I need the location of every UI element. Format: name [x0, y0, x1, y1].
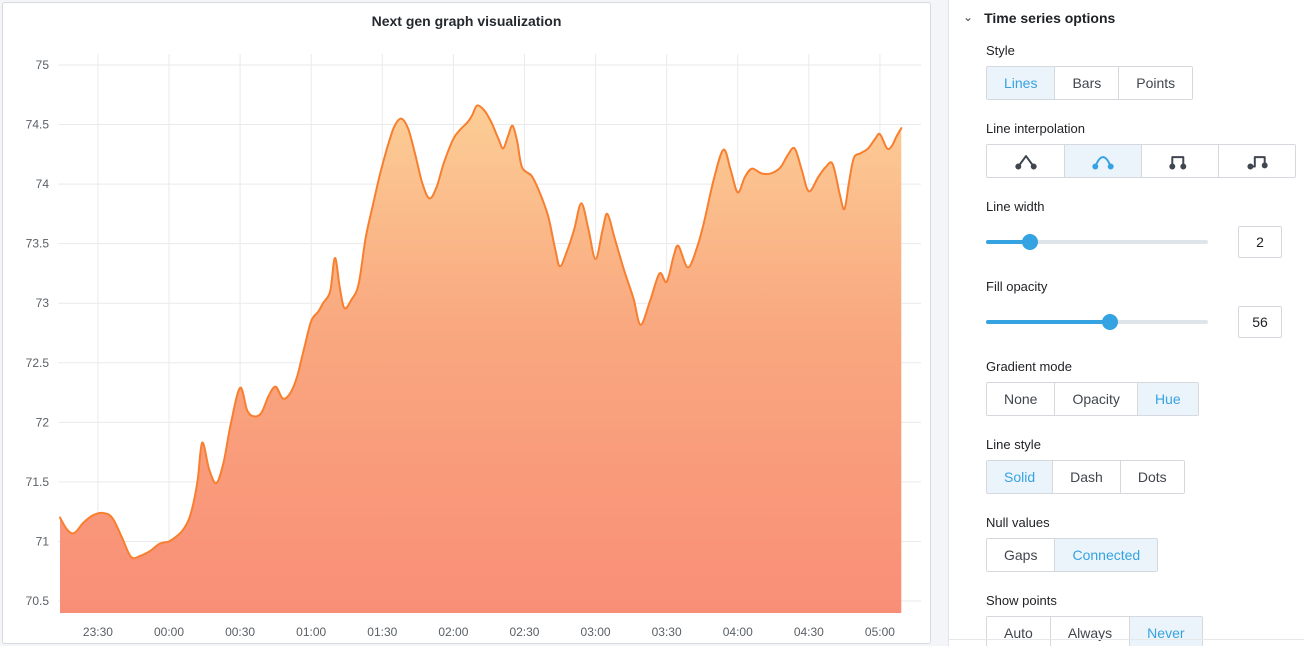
line-interpolation-button-group: [986, 144, 1296, 178]
y-tick-label: 72: [36, 415, 50, 429]
gradient-mode-button-group: None Opacity Hue: [986, 382, 1199, 416]
smooth-interpolation-icon: [1092, 156, 1114, 170]
gradient-mode-option-opacity[interactable]: Opacity: [1054, 383, 1137, 415]
style-section: Style Lines Bars Points: [986, 43, 1304, 100]
x-tick-label: 04:00: [723, 625, 753, 639]
x-tick-label: 03:30: [652, 625, 682, 639]
y-tick-label: 71.5: [26, 475, 50, 489]
fill-opacity-section: Fill opacity: [986, 279, 1304, 338]
line-style-option-dash[interactable]: Dash: [1052, 461, 1120, 493]
x-tick-label: 02:00: [438, 625, 468, 639]
x-tick-label: 03:00: [581, 625, 611, 639]
line-interpolation-label: Line interpolation: [986, 121, 1086, 136]
line-style-button-group: Solid Dash Dots: [986, 460, 1185, 494]
show-points-option-auto[interactable]: Auto: [987, 617, 1050, 646]
y-tick-label: 74: [36, 177, 50, 191]
style-option-points[interactable]: Points: [1118, 67, 1193, 99]
show-points-label: Show points: [986, 593, 1057, 608]
options-section-header[interactable]: ⌄ Time series options: [949, 0, 1304, 26]
series-area-fill: [60, 105, 902, 613]
line-interpolation-option-smooth-interpolation[interactable]: [1064, 145, 1141, 177]
y-tick-label: 71: [36, 534, 50, 548]
linear-interpolation-icon: [1014, 155, 1037, 170]
y-tick-label: 73.5: [26, 237, 50, 251]
time-series-panel: 75 74.5 74 73.5 73 72.5 72 71.5 71 70.5 23:30 00:00…: [2, 2, 931, 644]
line-interpolation-option-step-after-interpolation[interactable]: [1218, 145, 1295, 177]
fill-opacity-slider[interactable]: [986, 314, 1208, 330]
style-option-bars[interactable]: Bars: [1054, 67, 1119, 99]
y-tick-label: 75: [36, 58, 50, 72]
line-width-input[interactable]: [1238, 226, 1282, 258]
style-label: Style: [986, 43, 1015, 58]
step-after-interpolation-icon: [1247, 156, 1268, 170]
line-width-label: Line width: [986, 199, 1045, 214]
fill-opacity-input[interactable]: [1238, 306, 1282, 338]
line-style-option-solid[interactable]: Solid: [987, 461, 1053, 493]
style-button-group: Lines Bars Points: [986, 66, 1194, 100]
gradient-mode-option-none[interactable]: None: [987, 383, 1055, 415]
show-points-section: Show points Auto Always Never: [986, 593, 1304, 646]
line-style-option-dots[interactable]: Dots: [1119, 461, 1184, 493]
x-tick-label: 23:30: [83, 625, 113, 639]
null-values-button-group: Gaps Connected: [986, 538, 1159, 572]
y-tick-label: 72.5: [26, 356, 50, 370]
series-line: [59, 104, 903, 560]
x-tick-label: 01:00: [296, 625, 326, 639]
panel-title: Next gen graph visualization: [371, 13, 562, 29]
fill-opacity-slider-knob[interactable]: [1102, 314, 1119, 330]
line-interpolation-option-linear-interpolation[interactable]: [987, 145, 1064, 177]
chevron-down-icon[interactable]: ⌄: [963, 10, 974, 24]
show-points-button-group: Auto Always Never: [986, 616, 1203, 646]
show-points-option-never[interactable]: Never: [1129, 617, 1202, 646]
line-interpolation-section: Line interpolation: [986, 121, 1304, 178]
line-width-slider[interactable]: [986, 234, 1208, 250]
gradient-mode-option-hue[interactable]: Hue: [1136, 383, 1198, 415]
style-option-lines[interactable]: Lines: [987, 67, 1055, 99]
chart-svg: 75 74.5 74 73.5 73 72.5 72 71.5 71 70.5 23:30 00:00…: [26, 54, 921, 639]
line-width-slider-knob[interactable]: [1022, 234, 1039, 250]
x-tick-label: 01:30: [367, 625, 397, 639]
fill-opacity-label: Fill opacity: [986, 279, 1048, 294]
x-tick-label: 05:00: [865, 625, 895, 639]
section-divider: [949, 639, 1304, 640]
y-tick-label: 73: [36, 296, 50, 310]
options-section-title: Time series options: [984, 10, 1116, 26]
line-style-section: Line style Solid Dash Dots: [986, 437, 1304, 494]
time-series-chart: 75 74.5 74 73.5 73 72.5 72 71.5 71 70.5 23:30 00:00…: [3, 3, 930, 643]
y-tick-label: 74.5: [26, 118, 50, 132]
options-panel: ⌄ Time series options Style Lines Bars Poi…: [948, 0, 1304, 646]
line-interpolation-option-step-before-interpolation[interactable]: [1141, 145, 1218, 177]
gradient-mode-label: Gradient mode: [986, 359, 1072, 374]
null-values-label: Null values: [986, 515, 1050, 530]
y-tick-label: 70.5: [26, 594, 50, 608]
x-tick-label: 04:30: [794, 625, 824, 639]
show-points-option-always[interactable]: Always: [1049, 617, 1130, 646]
x-tick-label: 02:30: [509, 625, 539, 639]
x-tick-label: 00:30: [225, 625, 255, 639]
x-tick-label: 00:00: [154, 625, 184, 639]
null-values-section: Null values Gaps Connected: [986, 515, 1304, 572]
line-width-section: Line width: [986, 199, 1304, 258]
gradient-mode-section: Gradient mode None Opacity Hue: [986, 359, 1304, 416]
null-values-option-gaps[interactable]: Gaps: [987, 539, 1055, 571]
line-style-label: Line style: [986, 437, 1041, 452]
null-values-option-connected[interactable]: Connected: [1054, 539, 1158, 571]
step-before-interpolation-icon: [1169, 156, 1187, 170]
